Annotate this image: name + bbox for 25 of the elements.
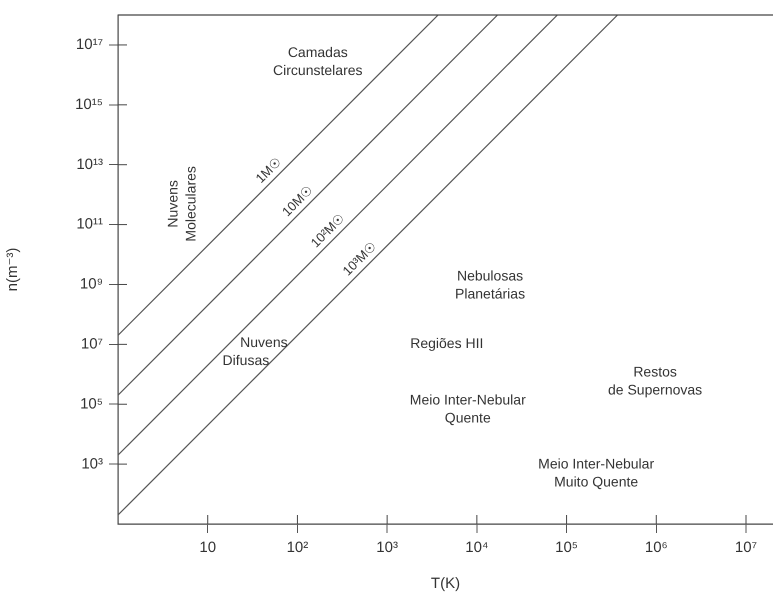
x-tick-label: 10⁶ (644, 539, 668, 556)
annotation: Meio Inter-Nebular Muito Quente (538, 455, 654, 490)
annotation: Nuvens Difusas (222, 334, 288, 368)
annotation: Camadas Circunstelares (273, 44, 363, 78)
x-tick-label: 10⁵ (555, 539, 578, 556)
annotation: Regiões HII (410, 335, 484, 352)
x-tick-label: 10⁷ (734, 539, 758, 556)
annotation: Nuvens Moleculares (164, 166, 199, 242)
x-axis-title: T(K) (430, 575, 460, 592)
y-tick-label: 10¹¹ (76, 216, 103, 233)
annotation: Nebulosas Planetárias (455, 268, 526, 302)
annotation: Restos de Supernovas (608, 363, 702, 398)
y-axis-title: n(m⁻³) (4, 248, 22, 292)
y-tick-label: 10¹⁵ (75, 96, 103, 113)
y-tick-label: 10⁷ (80, 335, 103, 352)
y-tick-label: 10¹⁷ (76, 36, 103, 54)
x-tick-label: 10³ (376, 539, 398, 556)
y-tick-label: 10⁵ (80, 395, 103, 412)
y-tick-label: 10⁹ (80, 276, 103, 293)
x-tick-label: 10 (199, 539, 216, 556)
y-tick-label: 10¹³ (76, 156, 103, 173)
x-tick-label: 10⁴ (465, 539, 488, 556)
y-tick-label: 10³ (81, 455, 103, 472)
annotation: Meio Inter-Nebular Quente (410, 391, 526, 426)
x-tick-label: 10² (286, 539, 308, 556)
